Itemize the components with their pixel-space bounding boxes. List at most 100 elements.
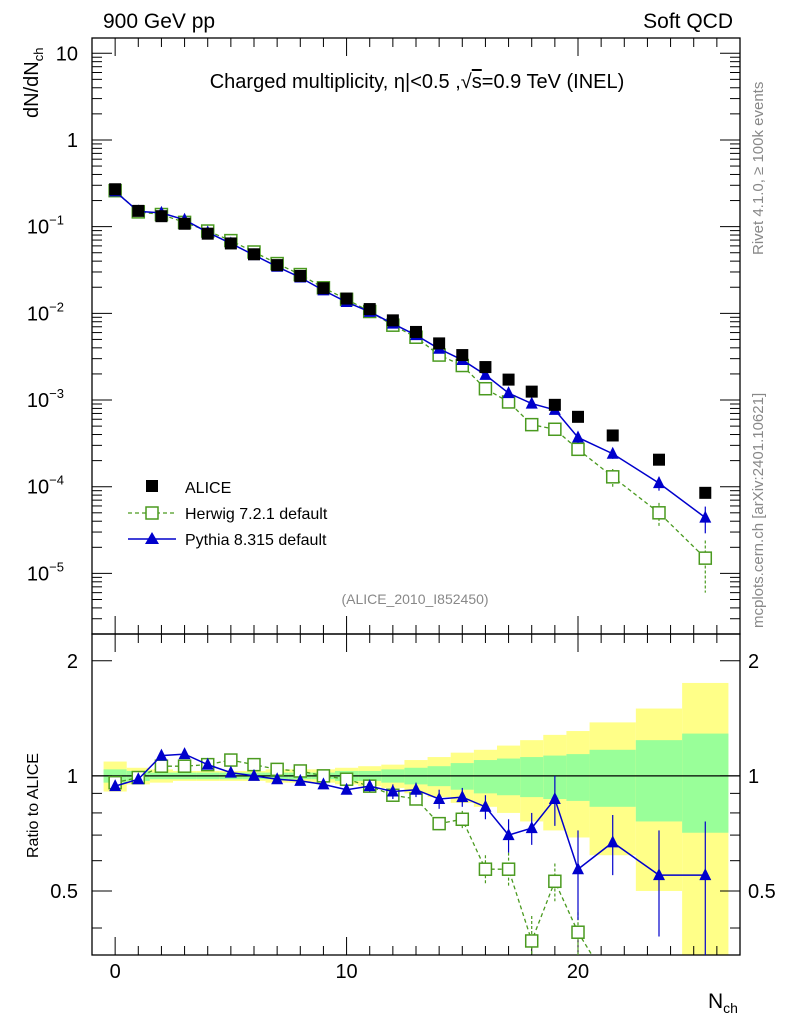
herwig-ratio-point xyxy=(247,757,261,772)
ratio-tick-label-right: 2 xyxy=(748,651,759,673)
herwig-point xyxy=(652,506,666,520)
pythia-ratio-point xyxy=(294,773,307,786)
alice-point xyxy=(433,337,446,350)
ratio-band-inner xyxy=(635,740,683,822)
pythia-ratio-point xyxy=(248,768,260,781)
alice-point xyxy=(317,282,330,295)
legend: ALICE Herwig 7.2.1 default Pythia 8.315 … xyxy=(128,480,328,549)
pythia-ratio-point xyxy=(363,779,376,792)
herwig-ratio-line xyxy=(577,931,593,956)
ratio-axis-title: Ratio to ALICE xyxy=(25,753,42,858)
pythia-ratio-point xyxy=(201,757,214,770)
rivet-version-label: Rivet 4.1.0, ≥ 100k events xyxy=(750,82,767,255)
ratio-band-inner xyxy=(473,760,497,794)
x-axis-title: Nch xyxy=(708,990,738,1016)
y-tick-label: 1 xyxy=(67,130,78,152)
pythia-ratio-point xyxy=(653,868,665,881)
pythia-ratio-point xyxy=(386,784,399,797)
herwig-line xyxy=(114,190,706,559)
alice-point xyxy=(456,349,469,362)
herwig-ratio-point xyxy=(177,759,192,773)
legend-herwig-marker xyxy=(145,506,159,520)
herwig-ratio-point xyxy=(455,812,470,827)
pythia-point xyxy=(479,367,492,380)
pythia-ratio-point xyxy=(109,779,122,792)
alice-point xyxy=(224,237,237,250)
alice-point xyxy=(386,314,399,327)
axes: 0 10 20 10 1 10−1 10−2 10−3 10−4 10−5 2 2 1 1 0.5 0.5 xyxy=(27,37,776,983)
alice-point xyxy=(699,486,712,499)
header-right: Soft QCD xyxy=(643,10,733,33)
herwig-point xyxy=(605,470,620,484)
ratio-tick-label: 0.5 xyxy=(50,881,78,903)
herwig-ratio-point xyxy=(224,753,238,767)
herwig-point xyxy=(524,417,539,432)
herwig-ratio-point xyxy=(478,862,493,876)
alice-point xyxy=(479,361,492,374)
alice-point xyxy=(155,210,168,223)
alice-point xyxy=(606,429,619,442)
alice-point xyxy=(178,217,191,230)
alice-point xyxy=(548,398,561,411)
alice-point xyxy=(132,204,145,217)
herwig-ratio-point xyxy=(154,759,169,773)
pythia-ratio-point xyxy=(502,828,515,841)
legend-pythia-marker xyxy=(145,532,159,544)
herwig-ratio-line xyxy=(115,759,579,943)
ratio-band-inner xyxy=(520,757,544,798)
y-axis-title-main: dN/dN xyxy=(21,61,43,118)
x-tick-label: 0 xyxy=(110,961,121,983)
pythia-ratio-point xyxy=(433,791,446,804)
y-tick-label: 10−1 xyxy=(27,213,64,239)
mcplots-source-label: mcplots.cern.ch [arXiv:2401.10621] xyxy=(750,393,767,628)
herwig-ratio-point xyxy=(571,925,585,939)
x-axis-title-main: N xyxy=(708,990,723,1013)
pythia-ratio-line xyxy=(114,753,706,876)
pythia-ratio-point xyxy=(410,782,422,795)
alice-point xyxy=(653,453,665,466)
y-tick-label: 10 xyxy=(56,43,78,65)
pythia-point xyxy=(502,386,515,399)
alice-point xyxy=(109,183,122,196)
pythia-ratio-point xyxy=(479,799,492,812)
ratio-bands xyxy=(103,682,729,955)
ratio-band-inner xyxy=(566,754,590,801)
ratio-tick-label: 2 xyxy=(67,651,78,673)
pythia-ratio-point xyxy=(155,748,168,761)
pythia-ratio-point xyxy=(548,791,561,804)
herwig-point xyxy=(478,381,493,396)
y-tick-label: 10−2 xyxy=(27,299,64,325)
herwig-point xyxy=(548,422,562,437)
analysis-id: (ALICE_2010_I852450) xyxy=(341,591,488,607)
ratio-tick-label: 1 xyxy=(67,766,78,788)
pythia-ratio-point xyxy=(572,862,584,875)
y-tick-label: 10−4 xyxy=(27,473,64,499)
x-tick-label: 20 xyxy=(567,961,589,983)
pythia-ratio-point xyxy=(271,772,284,785)
pythia-ratio-point xyxy=(456,790,469,803)
herwig-ratio-point xyxy=(524,934,539,948)
legend-herwig-label: Herwig 7.2.1 default xyxy=(185,506,328,523)
ratio-band-inner xyxy=(589,749,636,807)
legend-pythia-label: Pythia 8.315 default xyxy=(185,532,327,549)
x-tick-label: 10 xyxy=(335,961,357,983)
alice-point xyxy=(248,248,260,261)
pythia-ratio-point xyxy=(606,835,619,848)
ratio-tick-label-right: 1 xyxy=(748,766,759,788)
alice-point xyxy=(271,259,284,272)
pythia-point xyxy=(653,476,665,489)
pythia-ratio-point xyxy=(317,777,330,790)
herwig-point xyxy=(571,442,585,457)
alice-point xyxy=(340,292,353,305)
legend-alice-marker xyxy=(146,480,158,492)
alice-point xyxy=(525,385,538,398)
alice-point xyxy=(294,269,307,282)
alice-point xyxy=(410,325,422,338)
alice-point xyxy=(363,303,376,316)
alice-point xyxy=(201,227,214,240)
header-left: 900 GeV pp xyxy=(103,10,215,33)
pythia-ratio-point xyxy=(340,782,353,795)
pythia-point xyxy=(699,510,712,523)
herwig-point xyxy=(698,551,713,565)
